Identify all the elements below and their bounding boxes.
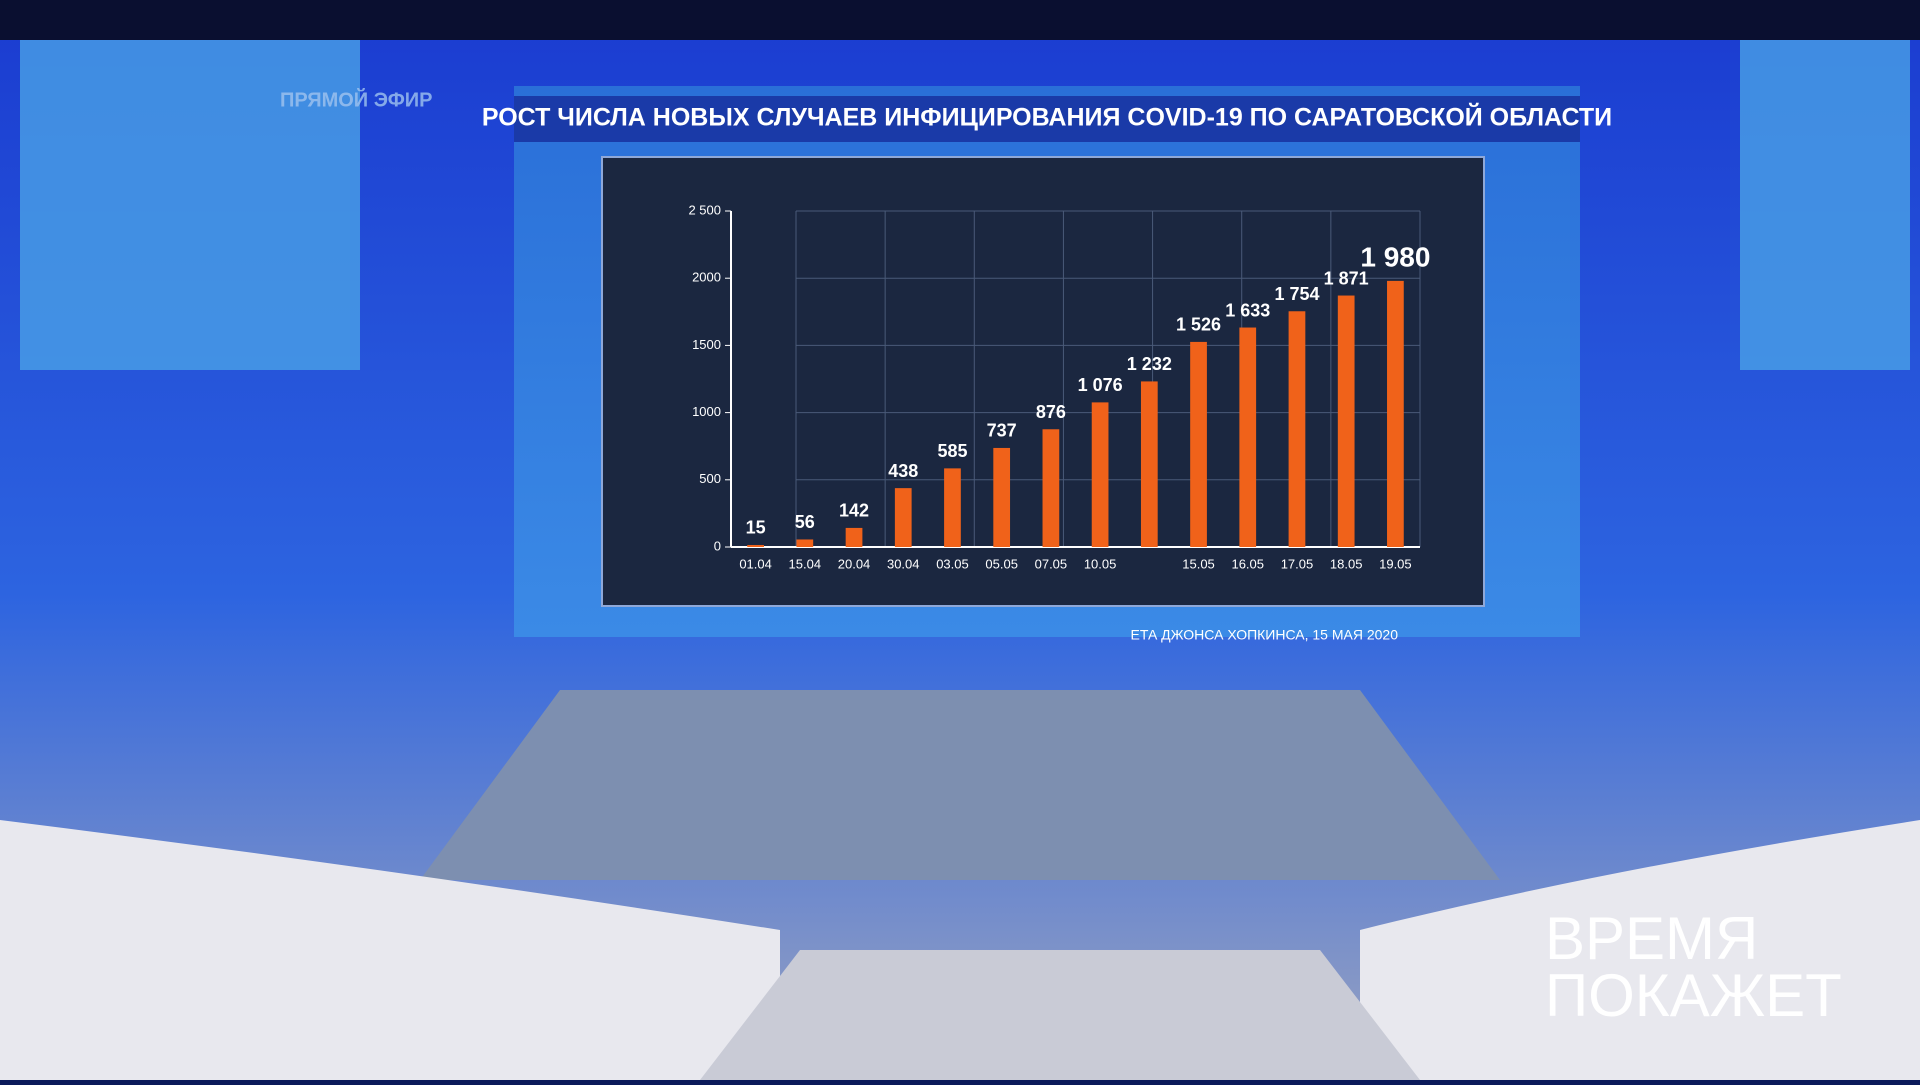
value-label: 1 754 [1274, 284, 1319, 304]
floor [420, 690, 1500, 880]
chart-source: ЕТА ДЖОНСА ХОПКИНСА, 15 МАЯ 2020 [1131, 627, 1399, 643]
x-tick-label: 20.04 [838, 556, 871, 571]
x-tick-label: 19.05 [1379, 556, 1412, 571]
value-label: 1 633 [1225, 300, 1270, 320]
value-label: 1 871 [1324, 268, 1369, 288]
value-label: 56 [795, 512, 815, 532]
y-tick-label: 2 500 [688, 202, 721, 217]
x-tick-label: 15.05 [1182, 556, 1215, 571]
x-tick-label: 30.04 [887, 556, 920, 571]
value-label: 438 [888, 461, 918, 481]
y-tick-label: 500 [699, 471, 721, 486]
value-label: 585 [937, 441, 967, 461]
bar [747, 544, 764, 547]
right-stand [1360, 820, 1920, 1080]
right-screen [1740, 40, 1910, 370]
y-tick-label: 1500 [692, 337, 721, 352]
bar [1337, 295, 1355, 547]
left-screen [20, 40, 360, 370]
ceiling [0, 0, 1920, 40]
bar [993, 447, 1011, 547]
value-label: 1 232 [1127, 354, 1172, 374]
x-tick-label: 18.05 [1330, 556, 1363, 571]
y-tick-label: 0 [714, 538, 721, 553]
bar [944, 468, 961, 547]
value-label: 1 980 [1360, 241, 1430, 272]
chart-title: РОСТ ЧИСЛА НОВЫХ СЛУЧАЕВ ИНФИЦИРОВАНИЯ C… [482, 102, 1612, 132]
bar [1288, 311, 1306, 547]
x-tick-label: 05.05 [985, 556, 1018, 571]
x-tick-label: 03.05 [936, 556, 969, 571]
bar [894, 488, 912, 547]
show-title: ПОКАЖЕТ [1545, 962, 1842, 1029]
value-label: 1 076 [1078, 375, 1123, 395]
bar [1387, 280, 1404, 547]
stage [700, 950, 1420, 1080]
value-label: 1 526 [1176, 315, 1221, 335]
bar [796, 539, 814, 547]
x-tick-label: 16.05 [1231, 556, 1264, 571]
bar [1042, 429, 1060, 547]
bar [1190, 341, 1207, 547]
value-label: 15 [746, 518, 766, 538]
y-tick-label: 2000 [692, 270, 721, 285]
title-band [514, 96, 1580, 142]
bar [845, 527, 863, 547]
x-tick-label: 01.04 [739, 556, 772, 571]
bar [1239, 327, 1257, 547]
value-label: 737 [987, 421, 1017, 441]
y-tick-label: 1000 [692, 404, 721, 419]
bar [1091, 402, 1109, 547]
plot: 0 500 1000 1500 2000 2 500 01.04 15 15.04 56 20.04… [688, 202, 1430, 571]
x-tick-label: 15.04 [789, 556, 822, 571]
x-tick-label: 07.05 [1035, 556, 1068, 571]
left-stand [0, 820, 780, 1080]
live-label: ПРЯМОЙ ЭФИР [280, 87, 433, 111]
value-label: 876 [1036, 402, 1066, 422]
show-title: ВРЕМЯ [1545, 905, 1758, 972]
value-label: 142 [839, 501, 869, 521]
x-tick-label: 17.05 [1281, 556, 1314, 571]
bar [1140, 381, 1158, 547]
x-tick-label: 10.05 [1084, 556, 1117, 571]
